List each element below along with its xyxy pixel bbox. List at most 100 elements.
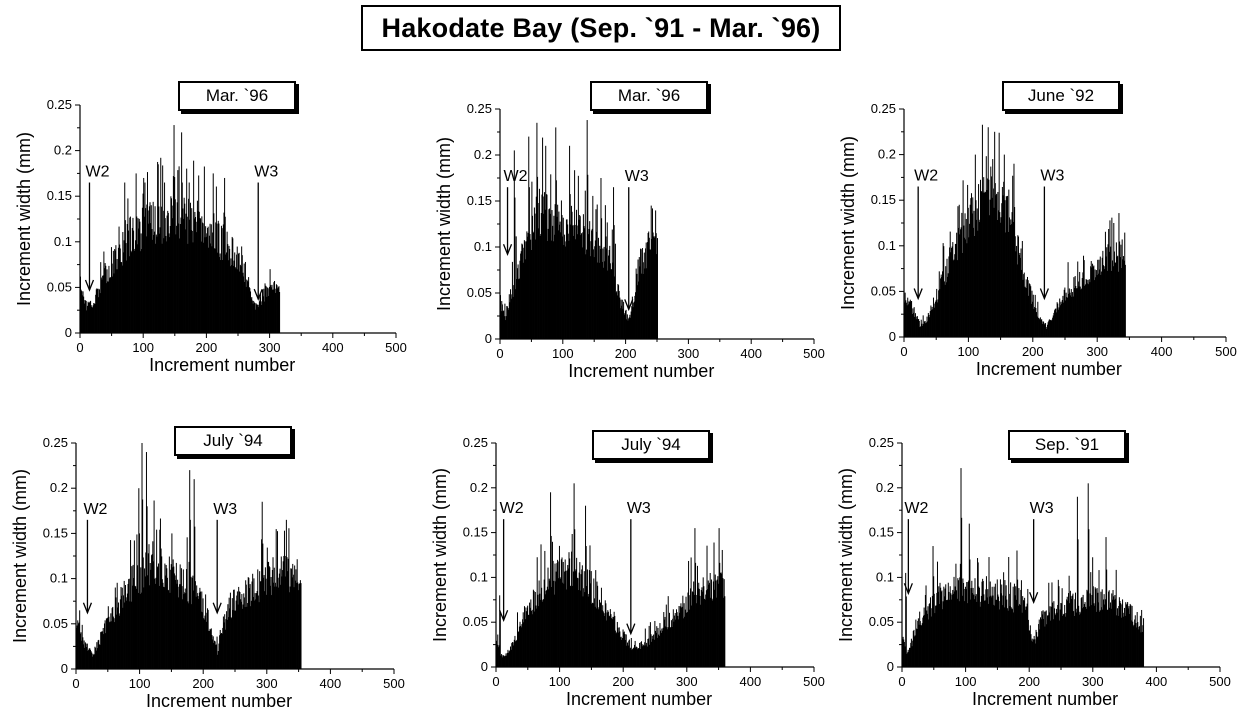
bar xyxy=(559,221,561,339)
bar xyxy=(931,309,933,337)
bar xyxy=(984,600,986,667)
bar xyxy=(213,642,215,669)
bar xyxy=(651,208,653,339)
bar xyxy=(576,225,578,339)
bar xyxy=(274,288,276,333)
y-tick-label: 0.2 xyxy=(54,143,72,158)
bar xyxy=(590,583,592,667)
bar xyxy=(226,611,228,669)
chart-panel: 0 100 200 300 400 500 0 0.05 0.1 0.15 0.2 0.25 Incre… xyxy=(420,81,840,395)
bar xyxy=(1034,639,1036,667)
bar xyxy=(712,600,714,667)
bar xyxy=(1012,586,1014,667)
bar xyxy=(83,640,85,669)
bar xyxy=(161,579,163,669)
bar xyxy=(1040,619,1042,667)
bar xyxy=(903,639,905,667)
bar xyxy=(570,224,572,339)
bar xyxy=(99,293,101,333)
bar xyxy=(705,594,707,667)
chart-panel: 0 100 200 300 400 500 0 0.05 0.1 0.15 0.2 0.25 Incre… xyxy=(828,81,1248,395)
bar xyxy=(1092,266,1094,337)
bar xyxy=(160,548,162,669)
bar xyxy=(140,233,142,333)
bar xyxy=(720,572,722,667)
bar xyxy=(1032,294,1034,337)
bar xyxy=(915,619,917,667)
bar xyxy=(675,619,677,667)
bar xyxy=(76,625,78,669)
bar xyxy=(648,231,650,339)
bar xyxy=(641,273,643,339)
bar xyxy=(1104,231,1106,337)
bar xyxy=(612,616,614,667)
bar xyxy=(626,319,628,339)
bar xyxy=(696,565,698,667)
bar xyxy=(931,595,933,667)
bar xyxy=(934,307,936,337)
bar xyxy=(1123,260,1125,337)
bar xyxy=(221,633,223,669)
bar xyxy=(652,232,654,339)
bar xyxy=(508,651,510,667)
bar xyxy=(975,200,977,337)
bar xyxy=(232,265,234,333)
bar xyxy=(982,192,984,337)
bar xyxy=(925,323,927,337)
bar xyxy=(702,577,704,667)
bar xyxy=(632,307,634,339)
bar xyxy=(974,578,976,667)
bar xyxy=(559,224,561,339)
bar xyxy=(978,586,980,667)
bar xyxy=(934,301,936,337)
bar xyxy=(1062,614,1064,667)
bar xyxy=(1015,251,1017,337)
bar xyxy=(1095,588,1097,667)
bar xyxy=(602,611,604,667)
bar xyxy=(275,284,277,333)
bar xyxy=(995,599,997,667)
bar xyxy=(83,296,85,333)
bar xyxy=(133,230,135,333)
bar xyxy=(534,591,536,667)
x-axis-title: Increment number xyxy=(976,359,1122,379)
bar xyxy=(693,594,695,667)
bar xyxy=(659,623,661,667)
bar xyxy=(604,261,606,339)
marker-label: W2 xyxy=(85,164,109,181)
bar xyxy=(965,218,967,337)
bar xyxy=(84,300,86,333)
bar xyxy=(188,198,190,333)
bar xyxy=(989,581,991,667)
bar xyxy=(636,285,638,339)
bar xyxy=(1082,594,1084,667)
bar xyxy=(942,271,943,337)
bar xyxy=(255,303,257,333)
bar xyxy=(83,303,85,333)
bar xyxy=(1087,483,1089,667)
bar xyxy=(233,589,235,669)
bar xyxy=(205,594,207,669)
bar xyxy=(516,278,518,339)
bar xyxy=(262,296,264,333)
bar xyxy=(1045,610,1047,667)
bar xyxy=(1043,611,1045,667)
bar xyxy=(135,586,137,669)
bar xyxy=(986,597,988,667)
marker-arrowhead xyxy=(913,288,923,301)
bar xyxy=(1005,196,1007,337)
bar xyxy=(236,254,238,333)
bar xyxy=(689,595,691,667)
bar xyxy=(1043,323,1045,337)
bar xyxy=(93,303,95,333)
bar xyxy=(661,628,663,667)
bar xyxy=(155,577,157,669)
bar xyxy=(220,260,222,333)
bar xyxy=(518,279,520,339)
bar xyxy=(996,599,998,667)
bar xyxy=(218,643,220,669)
bar xyxy=(1034,306,1036,337)
bar xyxy=(136,244,138,333)
bar xyxy=(572,585,574,667)
bar xyxy=(958,601,960,667)
